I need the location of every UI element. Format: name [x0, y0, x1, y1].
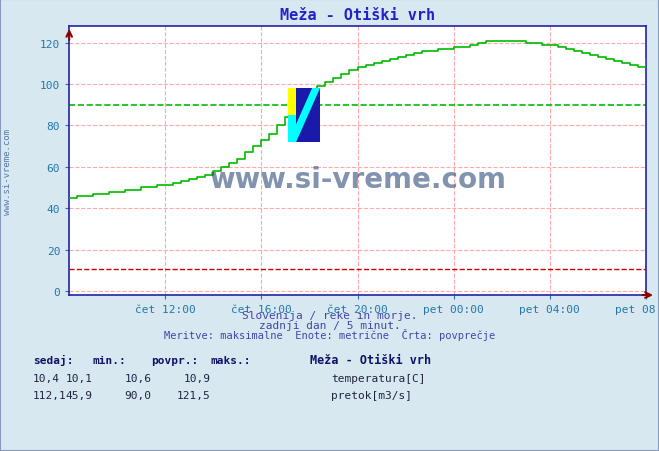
Polygon shape: [289, 89, 304, 143]
Bar: [289, 89, 304, 115]
Text: Meža - Otiški vrh: Meža - Otiški vrh: [310, 353, 431, 366]
Text: temperatura[C]: temperatura[C]: [331, 373, 425, 383]
Text: pretok[m3/s]: pretok[m3/s]: [331, 390, 412, 400]
Bar: [289, 89, 304, 115]
Text: Slovenija / reke in morje.: Slovenija / reke in morje.: [242, 310, 417, 320]
Text: 10,4: 10,4: [33, 373, 60, 383]
Text: min.:: min.:: [92, 355, 126, 365]
Text: Meritve: maksimalne  Enote: metrične  Črta: povprečje: Meritve: maksimalne Enote: metrične Črta…: [164, 328, 495, 340]
Bar: [289, 115, 304, 143]
Polygon shape: [297, 89, 320, 143]
Bar: [304, 89, 320, 143]
Text: 45,9: 45,9: [65, 390, 92, 400]
Text: 112,1: 112,1: [33, 390, 67, 400]
Bar: [289, 115, 304, 143]
Text: 121,5: 121,5: [177, 390, 211, 400]
Title: Meža - Otiški vrh: Meža - Otiški vrh: [280, 8, 435, 23]
Polygon shape: [289, 89, 304, 143]
Text: povpr.:: povpr.:: [152, 355, 199, 365]
Text: maks.:: maks.:: [211, 355, 251, 365]
Text: 10,1: 10,1: [65, 373, 92, 383]
Text: sedaj:: sedaj:: [33, 354, 73, 365]
Text: www.si-vreme.com: www.si-vreme.com: [3, 129, 13, 214]
Polygon shape: [289, 89, 320, 143]
Text: 10,9: 10,9: [184, 373, 211, 383]
Text: www.si-vreme.com: www.si-vreme.com: [209, 166, 506, 194]
Text: zadnji dan / 5 minut.: zadnji dan / 5 minut.: [258, 320, 401, 330]
Text: 90,0: 90,0: [125, 390, 152, 400]
Polygon shape: [289, 89, 304, 143]
Text: 10,6: 10,6: [125, 373, 152, 383]
